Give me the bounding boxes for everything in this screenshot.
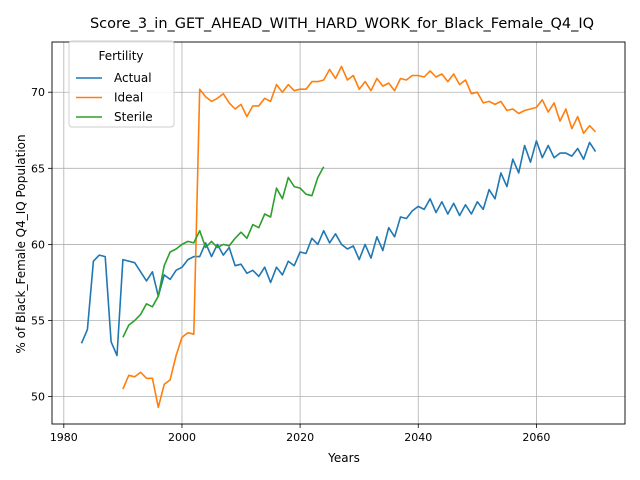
series-lines: [80, 65, 597, 409]
x-tick-label: 2000: [168, 431, 196, 444]
legend: Fertility Actual Ideal Sterile: [68, 40, 175, 128]
series-line-sterile: [122, 166, 325, 338]
legend-label-actual: Actual: [114, 71, 152, 85]
chart-title: Score_3_in_GET_AHEAD_WITH_HARD_WORK_for_…: [90, 16, 594, 32]
y-axis-ticks: 50 55 60 65 70: [31, 86, 52, 404]
x-tick-label: 2040: [404, 431, 432, 444]
legend-label-ideal: Ideal: [114, 91, 143, 105]
y-tick-label: 55: [31, 315, 45, 328]
x-tick-label: 1980: [50, 431, 78, 444]
legend-label-sterile: Sterile: [114, 110, 153, 124]
y-tick-label: 65: [31, 162, 45, 175]
y-tick-label: 50: [31, 391, 45, 404]
x-axis-ticks: 1980 2000 2020 2040 2060: [50, 424, 550, 444]
y-tick-label: 70: [31, 86, 45, 99]
y-axis-label: % of Black_Female Q4_IQ Population: [14, 134, 28, 353]
y-tick-label: 60: [31, 238, 45, 251]
legend-title: Fertility: [98, 49, 143, 63]
x-tick-label: 2060: [522, 431, 550, 444]
series-line-actual: [80, 140, 597, 357]
series-line-ideal: [122, 65, 597, 409]
plot-frame: [51, 41, 626, 425]
grid-lines: [52, 42, 625, 424]
legend-box: [68, 40, 175, 128]
x-axis-label: Years: [327, 451, 360, 465]
x-tick-label: 2020: [286, 431, 314, 444]
